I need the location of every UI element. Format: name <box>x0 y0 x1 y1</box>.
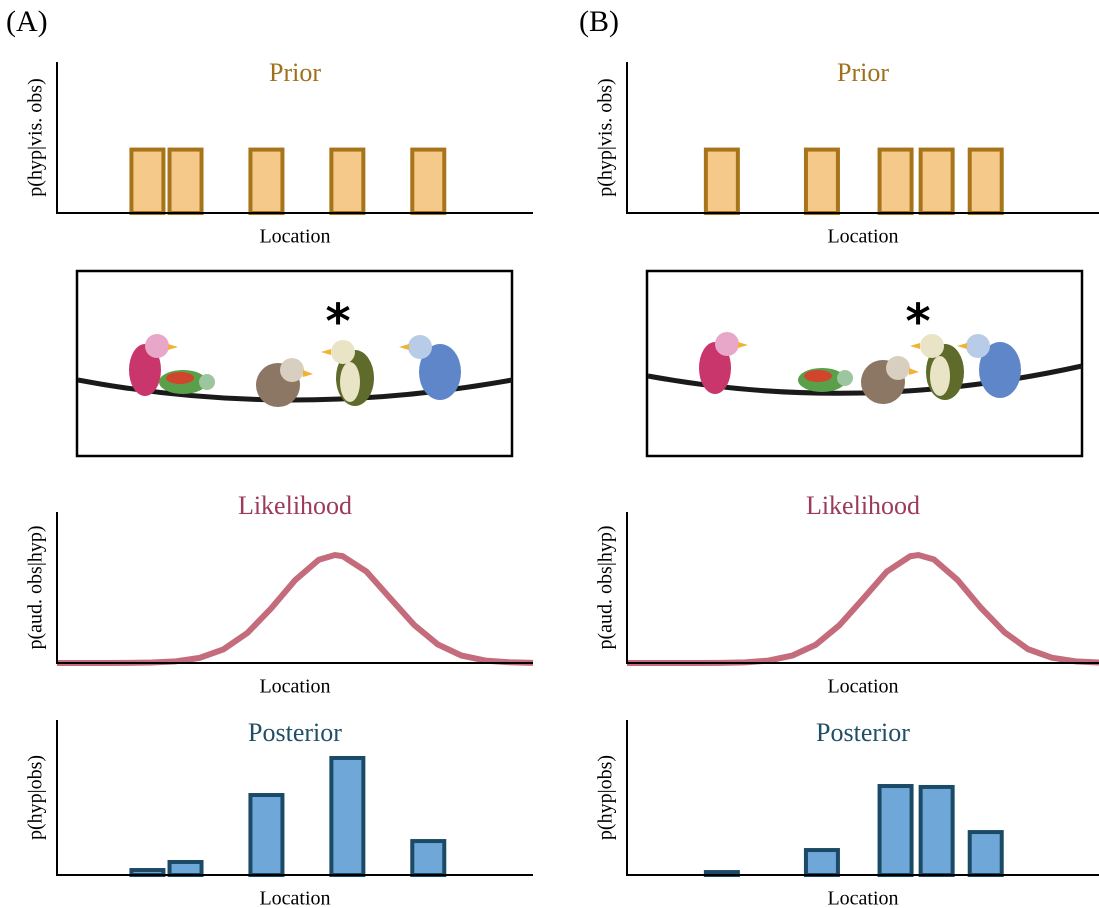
target-marker: * <box>325 294 350 350</box>
bird-scene: * <box>77 271 512 456</box>
bar <box>880 786 912 875</box>
bar <box>880 150 912 213</box>
y-axis-label: p(hyp|vis. obs) <box>595 78 617 196</box>
bar <box>970 150 1002 213</box>
bird-scene: * <box>647 271 1082 456</box>
chart-title: Posterior <box>816 718 910 747</box>
bar <box>412 150 444 213</box>
bar <box>806 850 838 875</box>
bar <box>806 150 838 213</box>
y-axis-label: p(hyp|vis. obs) <box>25 78 47 196</box>
x-axis-label: Location <box>259 888 330 908</box>
bar <box>331 150 363 213</box>
bar <box>170 150 202 213</box>
target-marker: * <box>905 294 930 350</box>
bar <box>250 795 282 875</box>
panel-label: (A) <box>6 5 48 38</box>
likelihood-curve <box>627 555 1099 663</box>
chart-title: Prior <box>269 58 321 87</box>
chart-title: Likelihood <box>806 491 920 520</box>
bar <box>250 150 282 213</box>
y-axis-label: p(hyp|obs) <box>595 755 617 840</box>
y-axis-label: p(aud. obs|hyp) <box>595 526 617 650</box>
likelihood-curve <box>57 555 533 663</box>
bar <box>921 787 953 875</box>
x-axis-label: Location <box>827 226 898 248</box>
panel-label: (B) <box>579 5 619 38</box>
y-axis-label: p(hyp|obs) <box>25 755 47 840</box>
x-axis-label: Location <box>259 676 330 698</box>
x-axis-label: Location <box>259 226 330 248</box>
figure: (A) (B) * * Prior Location p(hyp|vis. obs)… <box>0 0 1099 908</box>
x-axis-label: Location <box>827 888 898 908</box>
bar <box>131 150 163 213</box>
bar <box>970 832 1002 875</box>
chart-title: Likelihood <box>238 491 352 520</box>
bar <box>921 150 953 213</box>
bar <box>170 862 202 875</box>
bar <box>331 758 363 875</box>
chart-title: Posterior <box>248 718 342 747</box>
bar <box>412 841 444 875</box>
x-axis-label: Location <box>827 676 898 698</box>
y-axis-label: p(aud. obs|hyp) <box>25 526 47 650</box>
bar <box>706 150 738 213</box>
chart-title: Prior <box>837 58 889 87</box>
